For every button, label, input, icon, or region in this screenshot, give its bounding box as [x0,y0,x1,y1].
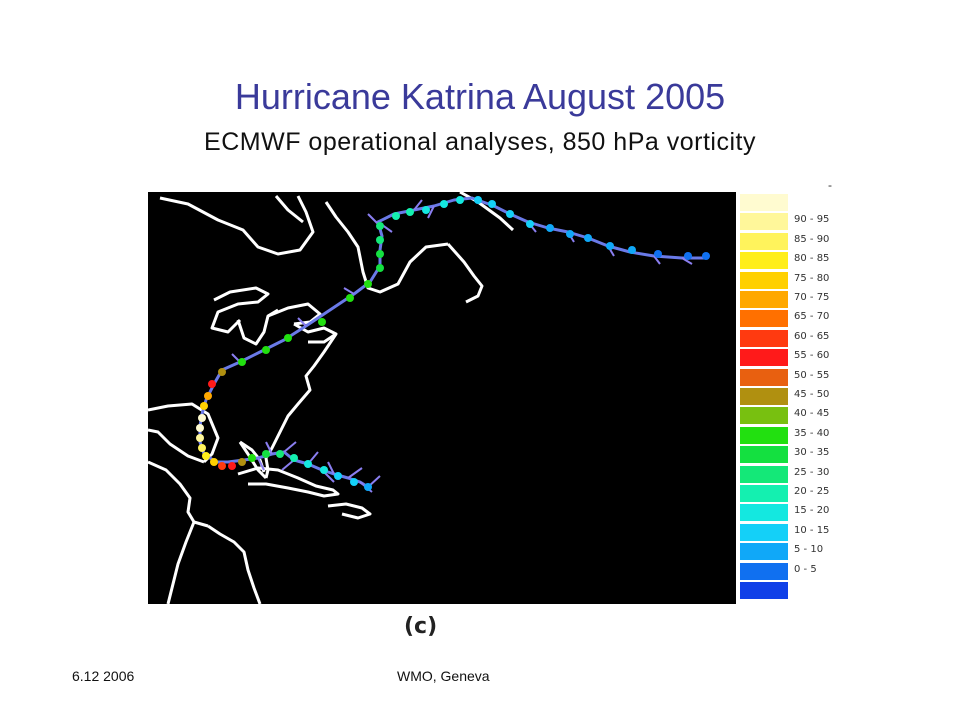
legend-swatch [740,271,788,289]
legend-row: 85 - 90 [736,232,846,251]
legend-label: 25 - 30 [794,466,830,478]
legend-row: 25 - 30 [736,465,846,484]
legend-label: 0 - 5 [794,563,817,575]
legend-swatch [740,582,788,599]
footer-date: 6.12 2006 [72,668,135,684]
coastlines [147,190,515,605]
legend-row: 35 - 40 [736,426,846,445]
wind-barbs [231,199,693,493]
legend-swatch [740,388,788,405]
legend-label: 30 - 35 [794,447,830,459]
legend-row: 40 - 45 [736,407,846,425]
legend-swatch [740,523,788,541]
legend-row: 55 - 60 [736,349,846,367]
footer-organization: WMO, Geneva [397,668,490,684]
slide-subtitle: ECMWF operational analyses, 850 hPa vort… [204,128,756,156]
legend-label: 80 - 85 [794,253,830,265]
legend-row: 15 - 20 [736,504,846,522]
track-points [196,196,710,491]
legend-label: 75 - 80 [794,272,830,284]
legend-swatch [740,446,788,464]
legend-swatch [740,349,788,367]
legend-swatch [740,368,788,386]
legend-swatch [740,485,788,502]
figure-caption: (c) [404,614,438,639]
legend-swatch [740,465,788,483]
legend-row: 65 - 70 [736,310,846,328]
legend-row: 80 - 85 [736,252,846,270]
legend-dash: - [828,178,832,192]
map-canvas [147,190,710,605]
legend-row: 50 - 55 [736,368,846,387]
legend-label: 60 - 65 [794,330,830,342]
legend-label: 40 - 45 [794,408,830,420]
legend-swatch [740,562,788,580]
legend-row: 60 - 65 [736,329,846,348]
legend-label: 35 - 40 [794,427,830,439]
legend-row [736,582,846,600]
legend-row: 20 - 25 [736,485,846,503]
legend-swatch [740,543,788,561]
legend-label: 85 - 90 [794,233,830,245]
legend-label: 65 - 70 [794,311,830,323]
legend-swatch [740,504,788,522]
legend-swatch [740,407,788,425]
legend-label: 5 - 10 [794,544,824,556]
legend-row: 75 - 80 [736,271,846,290]
legend-label: 55 - 60 [794,350,830,362]
legend-swatch [740,329,788,347]
legend-label: 90 - 95 [794,214,830,226]
legend-row: 0 - 5 [736,562,846,581]
legend-row: 30 - 35 [736,446,846,464]
legend-row [736,194,846,212]
legend-swatch [740,310,788,328]
legend-label: 50 - 55 [794,369,830,381]
legend-label: 10 - 15 [794,524,830,536]
legend-swatch [740,194,788,211]
legend-row: 5 - 10 [736,543,846,561]
vorticity-track-map [147,190,736,605]
legend-swatch [740,291,788,308]
legend-swatch [740,232,788,250]
legend-row: 45 - 50 [736,388,846,406]
legend-row: 10 - 15 [736,523,846,542]
legend-swatch [740,426,788,444]
slide-title: Hurricane Katrina August 2005 [234,76,726,117]
legend-swatch [740,252,788,270]
legend-swatch [740,213,788,231]
legend-row: 70 - 75 [736,291,846,309]
legend-row: 90 - 95 [736,213,846,231]
legend-label: 20 - 25 [794,486,830,497]
legend-label: 15 - 20 [794,505,830,517]
color-legend: 90 - 95 85 - 90 80 - 85 75 - 80 70 - 75 65 - … [736,180,846,610]
legend-label: 45 - 50 [794,389,830,400]
legend-label: 70 - 75 [794,292,830,303]
